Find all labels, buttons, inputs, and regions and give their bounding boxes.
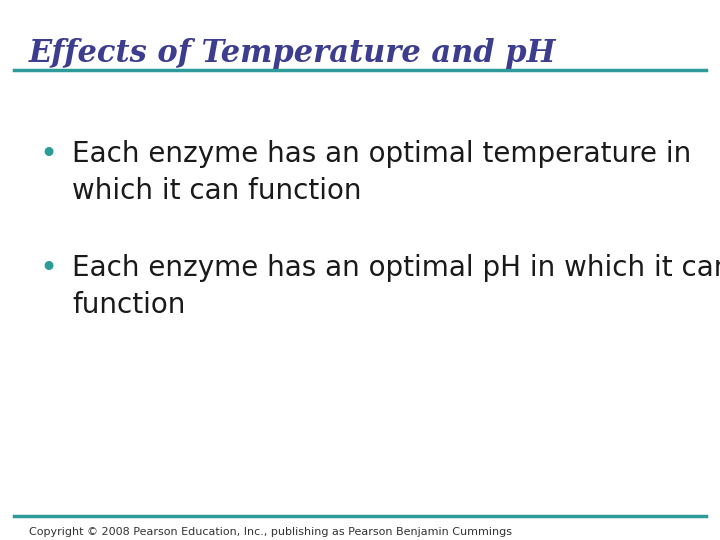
- Text: Each enzyme has an optimal pH in which it can
function: Each enzyme has an optimal pH in which i…: [72, 254, 720, 319]
- Text: Effects of Temperature and pH: Effects of Temperature and pH: [29, 38, 557, 69]
- Text: Each enzyme has an optimal temperature in
which it can function: Each enzyme has an optimal temperature i…: [72, 140, 691, 205]
- Text: •: •: [40, 254, 58, 283]
- Text: Copyright © 2008 Pearson Education, Inc., publishing as Pearson Benjamin Cumming: Copyright © 2008 Pearson Education, Inc.…: [29, 527, 512, 537]
- Text: •: •: [40, 140, 58, 170]
